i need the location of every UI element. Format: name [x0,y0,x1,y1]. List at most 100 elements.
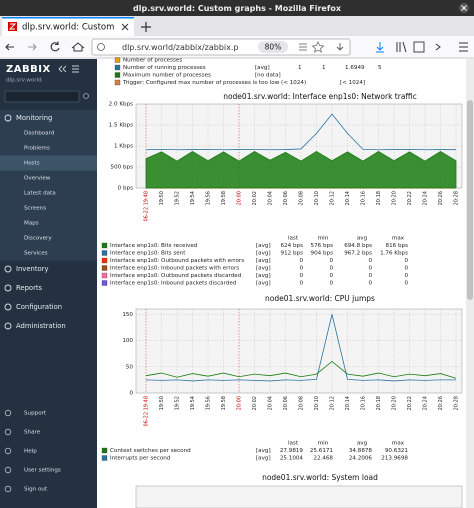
legend-func: [avg] [256,456,271,462]
x-tick-label: 20:02 [252,396,258,410]
footer-item[interactable]: Help [24,449,37,455]
downloads[interactable] [376,42,384,53]
legend-name: Number of running processes [123,65,206,71]
legend-header: last [288,236,299,242]
tab-close[interactable] [121,23,129,31]
y-tick-label: 0 bps [118,186,133,192]
sidebar-controls[interactable] [58,65,79,73]
legend-swatch [114,72,121,78]
legend-min: 0 [329,281,333,287]
y-tick-label: 1.5 Kbps [109,123,133,129]
menu-section[interactable]: Monitoring [16,114,52,122]
x-tick-label: 20:18 [376,191,382,205]
legend-swatch [114,64,121,71]
menu-section[interactable]: Administration [16,322,66,330]
legend-header: min [318,441,329,447]
x-tick-label: 20:00 [237,191,243,205]
bookmark-star[interactable] [311,41,325,53]
submenu-bg [0,155,97,171]
legend-max: 1.76 Kbps [380,251,408,257]
page-actions[interactable] [299,43,307,51]
menu-section[interactable]: Reports [16,284,43,292]
footer-item[interactable]: Share [24,430,41,436]
submenu-item[interactable]: Overview [24,176,51,182]
menu-icon [4,322,12,330]
plot-area [135,485,463,508]
submenu-item[interactable]: Discovery [24,236,52,242]
x-tick-label: 19:54 [190,191,196,205]
legend-func: [avg] [256,281,271,287]
x-tick-label: 20:16 [361,191,367,205]
x-tick-label: 20:08 [299,191,305,205]
pocket[interactable] [336,43,344,51]
submenu-item[interactable]: Services [24,251,48,257]
submenu-item[interactable]: Problems [24,146,50,152]
forward-button[interactable] [28,43,37,51]
legend-min: 0 [329,273,333,279]
y-tick-label: 100 [122,338,133,344]
site-info[interactable] [97,43,105,51]
x-tick-label: 19:50 [159,396,165,410]
footer-item[interactable]: Support [24,411,47,417]
legend-avg: 1.6949 [345,65,365,71]
x-tick-label: 19:52 [175,396,181,410]
home-button[interactable] [71,42,85,52]
legend-max: 0 [404,273,408,279]
legend-func: [avg] [256,243,271,249]
legend-func: [avg] [256,273,271,279]
app-menu[interactable] [459,42,468,52]
legend-max: 816 bps [386,243,409,249]
y-tick-label: 2.0 Kbps [109,102,133,108]
legend-name: Interface enp1s0: Inbound packets with e… [110,266,239,272]
plot-area [135,308,463,394]
legend-func: [avg] [256,266,271,272]
tab[interactable] [2,17,134,36]
legend-name: Interface enp1s0: Bits received [110,243,198,249]
legend-swatch [101,257,108,264]
legend-name: Maximum number of processes [123,73,211,79]
legend-avg: 24.2006 [349,456,373,462]
submenu-item[interactable]: Dashboard [24,131,55,137]
overflow[interactable] [435,43,441,51]
menu-section[interactable]: Inventory [16,265,48,273]
new-tab[interactable] [141,22,151,32]
legend-last: 0 [299,281,303,287]
graphs: node01.srv.world: Interface enp1s0: Netw… [101,92,463,508]
line [145,314,456,382]
legend-func: [no data] [255,73,281,79]
x-tick-label: 20:06 [283,191,289,205]
footer-icon [4,428,12,436]
legend-max: 213.9698 [381,456,408,462]
zoom-pill[interactable] [258,41,288,53]
library[interactable] [396,41,407,53]
reload-button[interactable] [50,41,60,52]
menu-section[interactable]: Configuration [16,303,62,311]
legend-name: Trigger: Configured max number of proces… [122,80,306,86]
submenu-item[interactable]: Screens [24,206,46,212]
x-tick-label: 20:22 [407,191,413,205]
submenu-item[interactable]: Latest data [24,191,56,197]
scroll-thumb[interactable] [467,100,473,300]
line [145,113,457,151]
submenu-item[interactable]: Maps [24,221,39,227]
submenu-bg [0,170,97,186]
legend-swatch [114,79,121,86]
server-name: dlp.srv.world [6,78,42,84]
footer-item[interactable]: Sign out [24,487,48,493]
footer-item[interactable]: User settings [24,468,61,474]
legend-swatch [101,242,108,249]
legend-header: max [392,236,405,242]
legend-avg: 34.8878 [349,448,373,454]
search-box[interactable] [4,90,80,103]
sidebar-toggle[interactable] [413,41,425,53]
back-button[interactable] [5,43,14,51]
logo: ZABBIX [6,64,51,75]
legend-max: 0 [404,258,408,264]
legend-min: 22.468 [313,456,333,462]
search-icon[interactable] [83,93,89,99]
submenu-item[interactable]: Hosts [24,161,40,167]
legend-min: 0 [329,266,333,272]
x-tick-label: 20:12 [330,396,336,410]
legend-max: 0 [404,281,408,287]
